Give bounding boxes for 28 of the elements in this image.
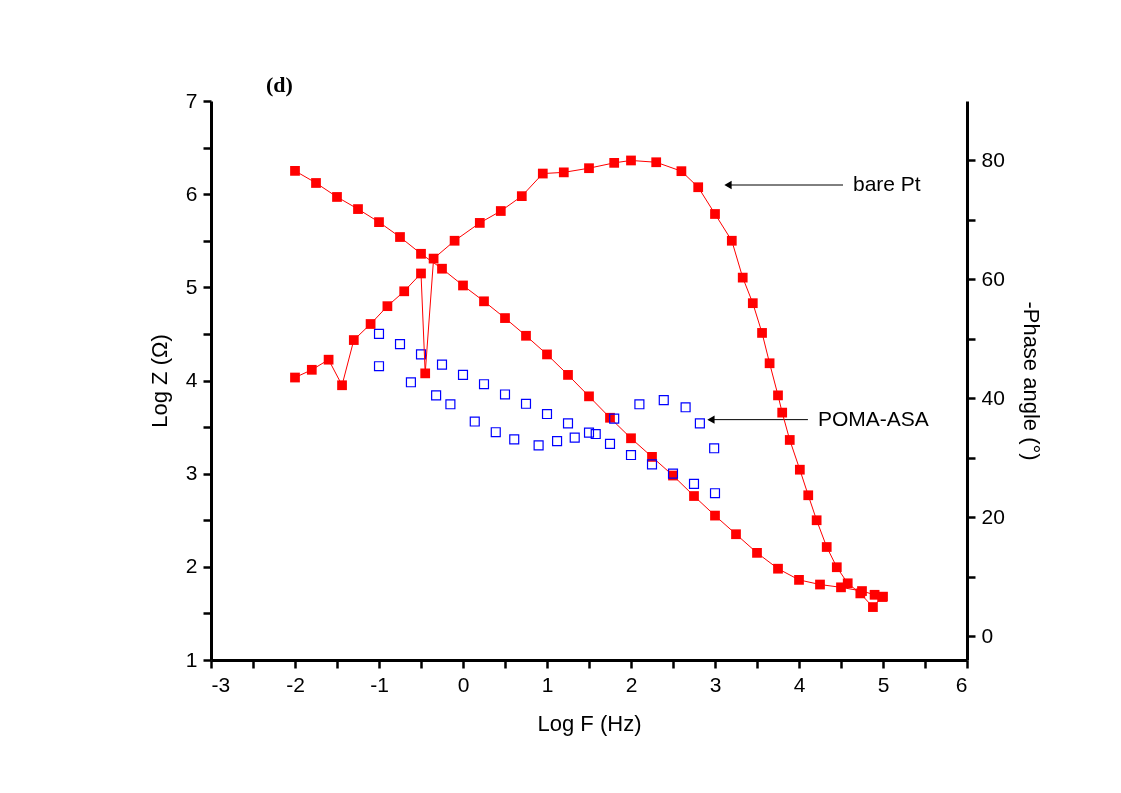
x-axis-title: Log F (Hz)	[537, 710, 642, 736]
y-tick-label: 3	[185, 461, 198, 485]
y-tick-label: 7	[185, 88, 198, 112]
annotation: POMA-ASA	[817, 406, 929, 430]
x-tick-label: 5	[877, 672, 890, 696]
y2-tick-label: 60	[981, 266, 1005, 290]
x-tick-label: 4	[793, 672, 806, 696]
y-tick-label: 2	[185, 554, 198, 578]
x-tick-label: 0	[457, 672, 470, 696]
y2-axis-title: -Phase angle (°)	[1018, 301, 1044, 461]
x-tick-label: -2	[286, 672, 305, 696]
x-tick-label: -3	[211, 672, 231, 696]
y-tick-label: 5	[185, 274, 198, 298]
y2-tick-label: 0	[981, 623, 994, 647]
y-axis-title: Log Z (Ω)	[146, 334, 172, 428]
y-tick-label: 6	[185, 181, 198, 205]
text: (d)	[266, 72, 293, 97]
y2-tick-label: 20	[981, 504, 1005, 528]
x-tick-label: -1	[370, 672, 389, 696]
y2-tick-label: 80	[981, 147, 1005, 171]
x-tick-label: 6	[955, 672, 968, 696]
x-tick-label: 1	[541, 672, 554, 696]
y2-tick-label: 40	[981, 385, 1005, 409]
y-tick-label: 1	[185, 647, 198, 671]
annotation: bare Pt	[853, 172, 921, 195]
y-tick-label: 4	[185, 368, 198, 391]
x-tick-label: 3	[709, 672, 722, 696]
x-tick-label: 2	[625, 672, 638, 696]
